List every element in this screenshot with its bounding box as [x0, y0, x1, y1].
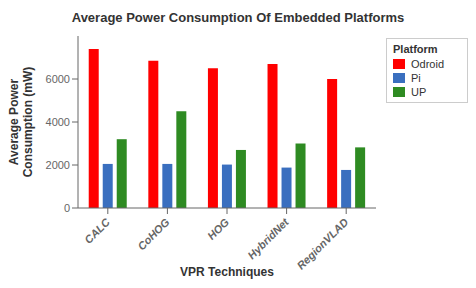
svg-text:0: 0 [64, 202, 70, 214]
html-text:Platform: Platform [393, 43, 438, 55]
html-text:Odroid: Odroid [411, 58, 444, 70]
svg-text:HOG: HOG [205, 215, 232, 242]
svg-text:VPR Techniques: VPR Techniques [180, 265, 274, 279]
svg-text:HybridNet: HybridNet [245, 215, 292, 262]
html-text:Average Power Consumption Of E: Average Power Consumption Of Embedded Pl… [71, 10, 405, 25]
svg-text:RegionVLAD: RegionVLAD [294, 216, 350, 272]
svg-text:Average PowerConsumption (mW): Average PowerConsumption (mW) [8, 67, 35, 178]
svg-text:2000: 2000 [46, 159, 70, 171]
svg-text:4000: 4000 [46, 116, 70, 128]
html-text:Pi: Pi [411, 72, 421, 84]
svg-text:6000: 6000 [46, 73, 70, 85]
html-text:UP: UP [411, 86, 427, 98]
svg-text:CALC: CALC [82, 215, 113, 246]
svg-text:CoHOG: CoHOG [135, 215, 172, 252]
